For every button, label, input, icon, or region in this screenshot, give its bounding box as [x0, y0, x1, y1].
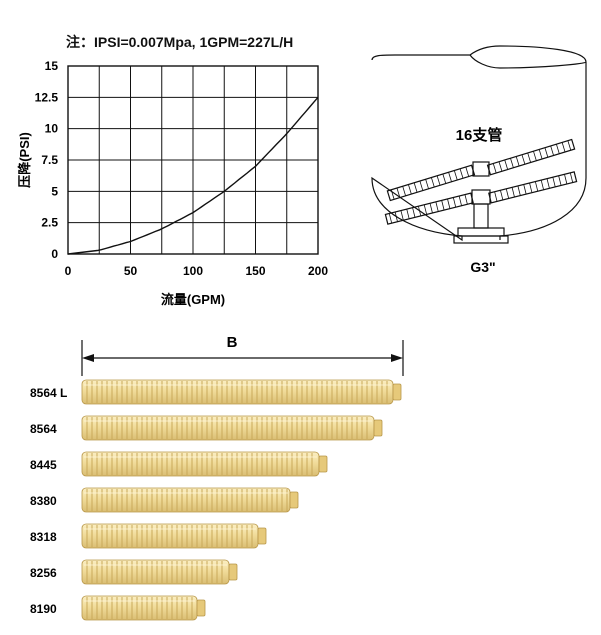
filter-body: [81, 595, 198, 621]
tank-diagram: [371, 45, 587, 244]
filter-model-label: 8445: [30, 458, 57, 472]
filter-model-label: 8256: [30, 566, 57, 580]
laterals-label: 16支管: [456, 126, 503, 144]
chart-grid-horizontal: [68, 96, 318, 224]
y-axis-label: 压降(PSI): [17, 132, 32, 188]
unit-note: 注：IPSI=0.007Mpa, 1GPM=227L/H: [66, 34, 294, 50]
filter-model-label: 8190: [30, 602, 57, 616]
lateral-upper-left: [386, 164, 476, 202]
y-tick-label: 5: [51, 184, 58, 198]
filter-8564: 8564: [30, 415, 383, 441]
filter-thread-end: [318, 455, 328, 473]
center-riser: [473, 203, 489, 229]
x-tick-label: 200: [308, 264, 328, 278]
pressure-drop-curve: [67, 96, 319, 255]
x-tick-labels: 0 50 100 150 200: [65, 264, 329, 278]
dimension-label: B: [227, 334, 238, 351]
lateral-lower-right: [488, 171, 578, 204]
filter-body: [81, 487, 291, 513]
connection-label: G3": [470, 259, 495, 275]
tank-dome-inner: [469, 54, 587, 69]
filter-thread-end: [373, 419, 383, 437]
center-hub-upper: [472, 161, 490, 177]
plot-frame: [67, 65, 319, 255]
lateral-lower-left: [384, 192, 474, 225]
filter-model-label: 8380: [30, 494, 57, 508]
y-tick-label: 0: [51, 247, 58, 261]
dimension-line-b: [81, 340, 404, 376]
filter-body: [81, 451, 320, 477]
filter-thread-end: [228, 563, 238, 581]
filter-model-label: 8564: [30, 422, 57, 436]
x-tick-label: 50: [124, 264, 138, 278]
filter-8190: 8190: [30, 595, 206, 621]
filter-8318: 8318: [30, 523, 267, 549]
lateral-upper-right: [486, 138, 576, 176]
filter-8445: 8445: [30, 451, 328, 477]
y-tick-label: 12.5: [35, 90, 59, 104]
filter-thread-end: [392, 383, 402, 401]
y-tick-labels: 0 2.5 5 7.5 10 12.5 15: [35, 59, 59, 261]
x-tick-label: 150: [245, 264, 265, 278]
filter-model-label: 8564 L: [30, 386, 67, 400]
filter-body: [81, 415, 375, 441]
bottom-fitting: [453, 235, 509, 244]
filter-thread-end: [257, 527, 267, 545]
filter-thread-end: [289, 491, 299, 509]
tank-outline: [371, 45, 587, 242]
filter-list: 8564 L 8564 8445 8380 8318 8256 8190: [30, 379, 402, 621]
x-tick-label: 100: [183, 264, 203, 278]
filter-8380: 8380: [30, 487, 299, 513]
filter-8564l: 8564 L: [30, 379, 402, 405]
y-tick-label: 7.5: [41, 153, 58, 167]
pressure-drop-chart: 0 50 100 150 200 0 2.5 5 7.5 10 12.5 15 流量(GPM) 压降…: [17, 59, 328, 307]
filter-model-label: 8318: [30, 530, 57, 544]
x-tick-label: 0: [65, 264, 72, 278]
center-hub-lower: [471, 189, 491, 205]
y-tick-label: 10: [45, 122, 59, 136]
y-tick-label: 2.5: [41, 216, 58, 230]
bottom-flange: [457, 227, 505, 237]
filter-8256: 8256: [30, 559, 238, 585]
x-axis-label: 流量(GPM): [161, 292, 225, 307]
filter-thread-end: [196, 599, 206, 617]
y-tick-label: 15: [45, 59, 59, 73]
